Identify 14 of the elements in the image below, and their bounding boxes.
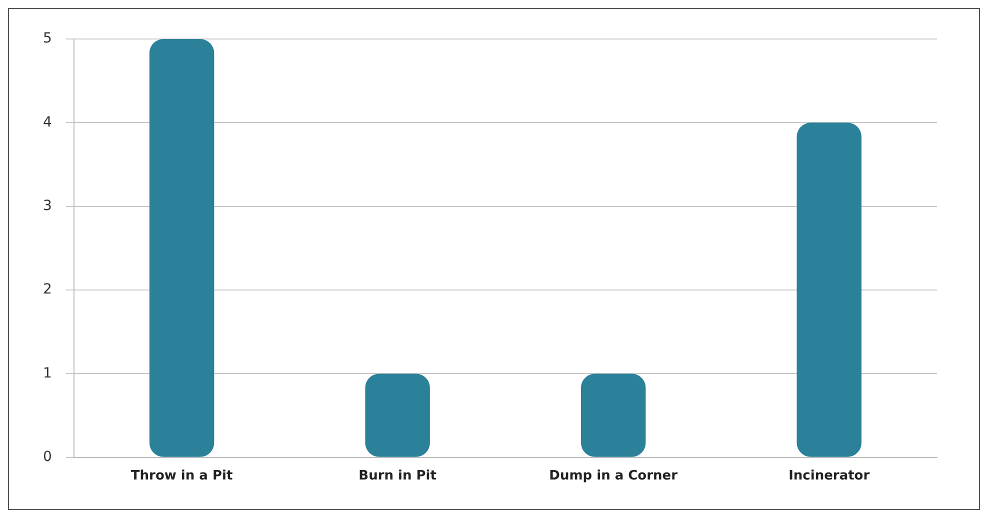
y-tick-label: 2 bbox=[42, 282, 52, 298]
x-tick-label: Dump in a Corner bbox=[549, 468, 678, 484]
bar bbox=[365, 374, 430, 457]
y-tick-label: 0 bbox=[42, 449, 52, 466]
bar bbox=[580, 374, 646, 457]
x-tick-label: Throw in a Pit bbox=[130, 468, 233, 484]
bar bbox=[796, 122, 862, 457]
bar bbox=[149, 39, 214, 457]
y-tick-label: 5 bbox=[42, 30, 52, 47]
y-tick-label: 4 bbox=[42, 114, 52, 130]
y-tick-label: 3 bbox=[42, 198, 52, 214]
x-tick-label: Incinerator bbox=[788, 468, 870, 484]
y-tick-label: 1 bbox=[42, 365, 52, 382]
x-tick-label: Burn in Pit bbox=[358, 468, 436, 484]
